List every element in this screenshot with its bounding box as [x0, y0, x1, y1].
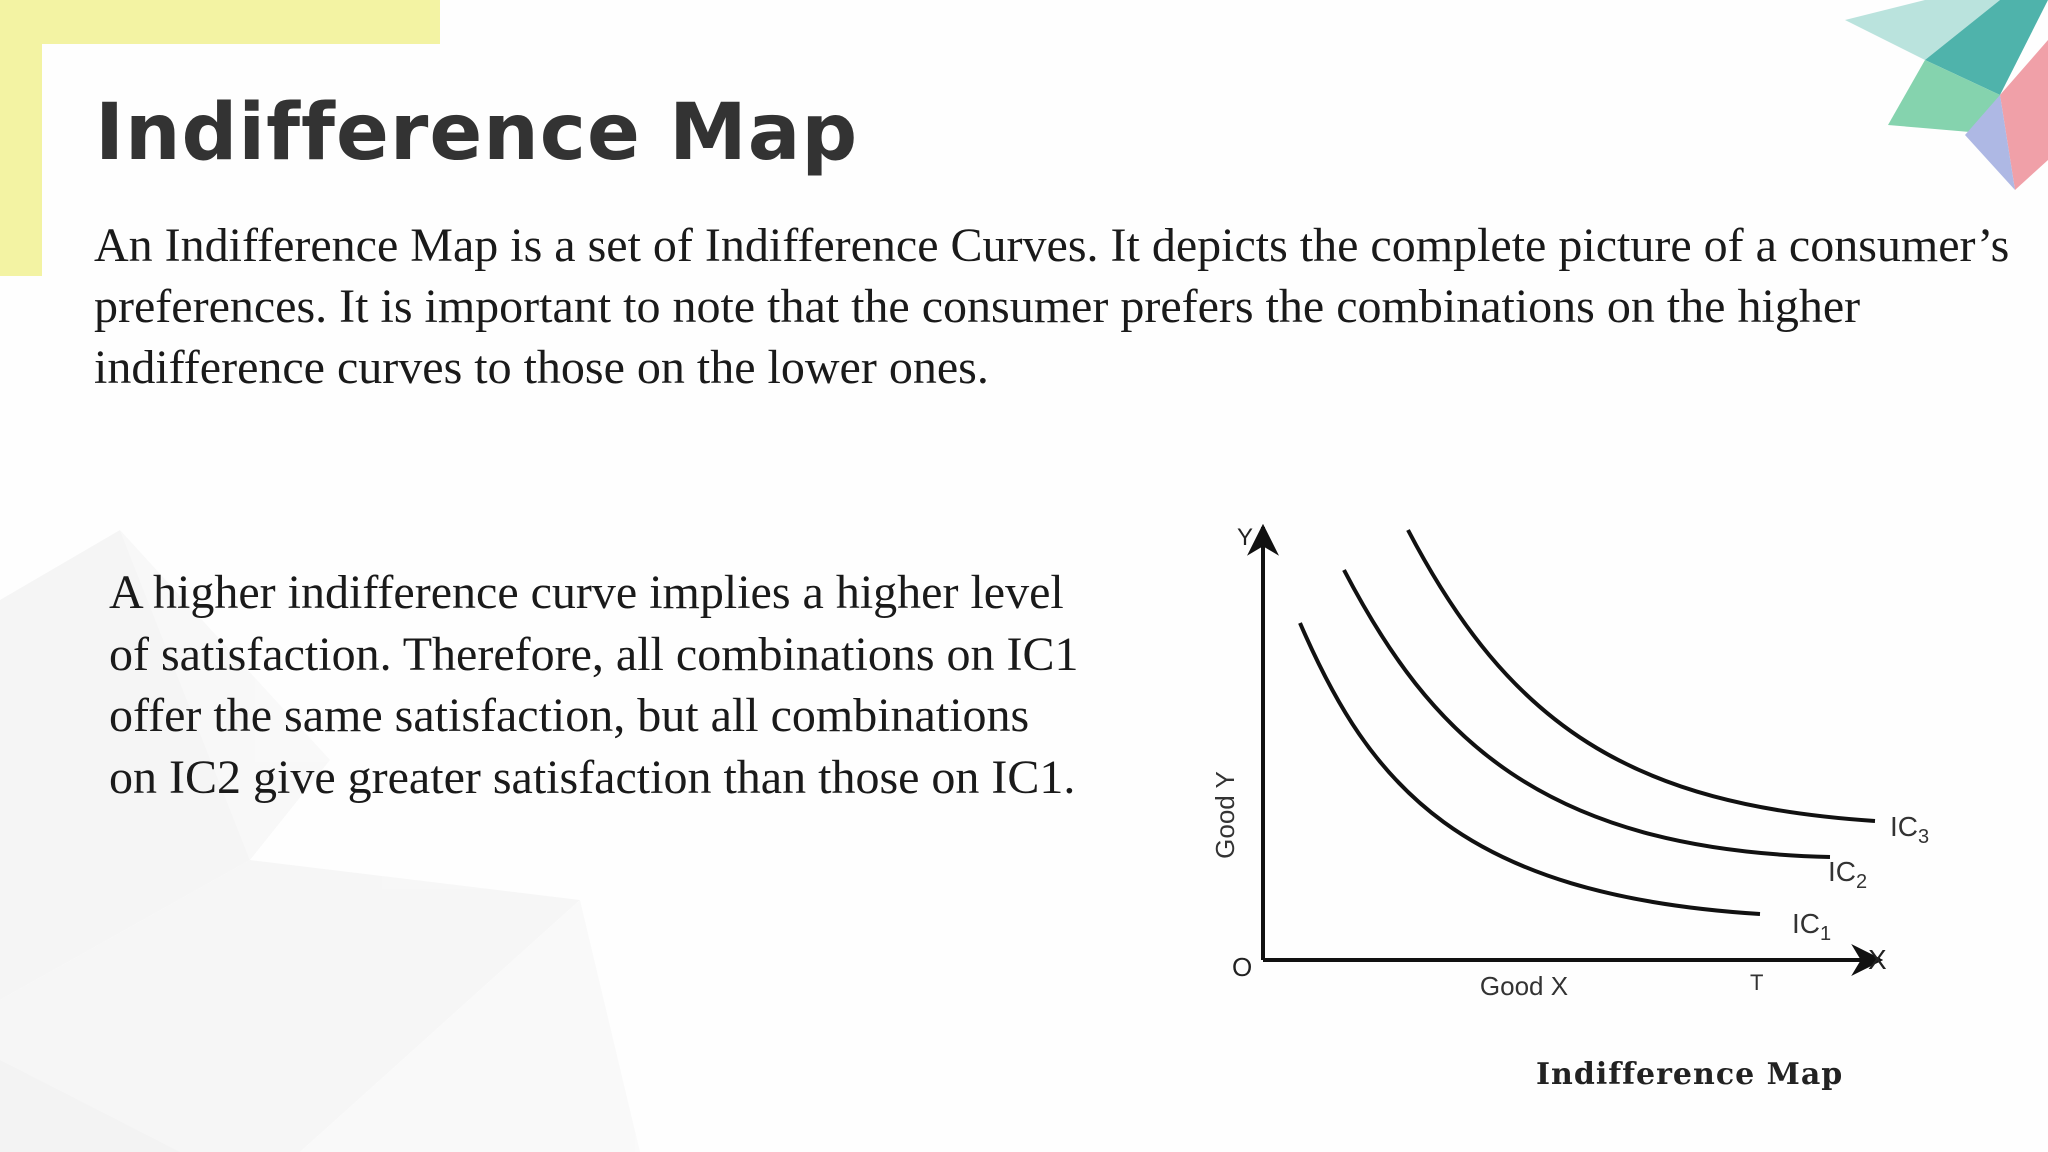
curve-label-ic1-base: IC: [1792, 908, 1820, 939]
slide-title: Indifference Map: [95, 88, 859, 178]
axis-y-letter: Y: [1237, 524, 1253, 551]
explanation-paragraph: A higher indifference curve implies a hi…: [109, 566, 1079, 804]
curve-ic3: [1406, 529, 1876, 823]
curve-label-ic2-base: IC: [1828, 856, 1856, 887]
colorful-star-logo: [1845, 0, 2048, 190]
curve-label-ic1: IC1: [1792, 908, 1831, 945]
curve-label-ic3: IC3: [1890, 811, 1929, 848]
yellow-corner-accent: [0, 0, 440, 276]
figure-caption: Indifference Map: [1536, 1057, 1844, 1092]
axis-x-letter: X: [1868, 944, 1887, 975]
curve-ic2: [1342, 569, 1831, 859]
x-axis-label: Good X: [1480, 971, 1568, 1001]
indifference-map-figure: Y X O Good Y Good X T IC1 IC2 IC3: [1180, 505, 1960, 1105]
curve-label-ic3-sub: 3: [1918, 826, 1929, 848]
grey-polygon-pattern: [0, 530, 640, 1152]
t-label: T: [1750, 970, 1763, 995]
origin-label: O: [1232, 952, 1252, 982]
curve-label-ic3-base: IC: [1890, 811, 1918, 842]
curve-ic1: [1298, 622, 1761, 916]
curve-label-ic1-sub: 1: [1820, 923, 1831, 945]
y-axis-label: Good Y: [1210, 771, 1240, 859]
curve-label-ic2-sub: 2: [1856, 871, 1867, 893]
indifference-map-diagram: Y X O Good Y Good X T IC1 IC2 IC3: [1210, 523, 1929, 1001]
intro-paragraph: An Indifference Map is a set of Indiffer…: [94, 219, 2010, 394]
curve-label-ic2: IC2: [1828, 856, 1867, 893]
